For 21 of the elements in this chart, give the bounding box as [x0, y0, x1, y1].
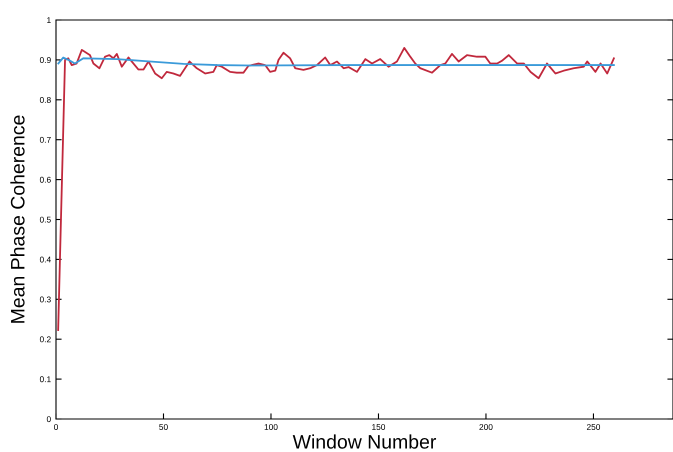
x-axis-title: Window Number: [292, 434, 436, 449]
line-series: [57, 56, 615, 66]
y-tick-label: 1: [47, 17, 51, 24]
y-tick-label: 0.4: [40, 256, 51, 262]
x-tick-label: 50: [159, 424, 168, 430]
x-tick-label: 200: [479, 424, 493, 430]
y-tick-label: 0: [46, 416, 51, 422]
y-tick-label: 0.8: [40, 97, 51, 103]
x-tick-label: 100: [264, 424, 278, 430]
y-axis-title: Mean Phase Coherence: [10, 116, 25, 323]
x-tick-label: 0: [54, 424, 58, 430]
y-tick-label: 0.6: [40, 176, 51, 183]
y-tick-label: 0.1: [40, 376, 51, 382]
y-tick-label: 0.9: [40, 57, 51, 63]
y-tick-label: 0.5: [40, 216, 51, 223]
y-tick-label: 0.7: [40, 136, 51, 143]
y-tick-label: 0.2: [40, 336, 51, 342]
y-tick-label: 0.3: [40, 296, 51, 302]
x-tick-label: 250: [586, 424, 600, 430]
line-series: [57, 47, 615, 331]
x-tick-label: 150: [372, 424, 386, 430]
